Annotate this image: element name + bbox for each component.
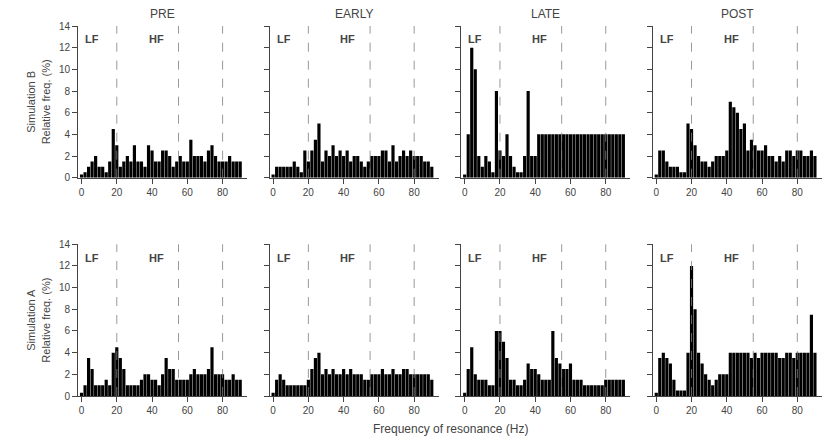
svg-text:20: 20 bbox=[494, 405, 506, 416]
svg-text:LF: LF bbox=[85, 252, 99, 264]
svg-text:40: 40 bbox=[530, 405, 542, 416]
svg-text:0: 0 bbox=[270, 405, 276, 416]
svg-text:10: 10 bbox=[59, 282, 71, 293]
svg-text:0: 0 bbox=[653, 187, 659, 198]
svg-text:POST: POST bbox=[721, 7, 754, 21]
svg-text:14: 14 bbox=[59, 239, 71, 250]
svg-text:80: 80 bbox=[792, 187, 804, 198]
svg-text:LF: LF bbox=[277, 33, 291, 45]
svg-text:LF: LF bbox=[660, 252, 674, 264]
svg-text:HF: HF bbox=[532, 33, 547, 45]
svg-text:80: 80 bbox=[409, 187, 421, 198]
svg-text:20: 20 bbox=[686, 405, 698, 416]
svg-text:40: 40 bbox=[338, 405, 350, 416]
svg-text:80: 80 bbox=[600, 187, 612, 198]
svg-text:HF: HF bbox=[340, 252, 355, 264]
svg-text:LF: LF bbox=[277, 252, 291, 264]
svg-text:HF: HF bbox=[724, 33, 739, 45]
svg-text:60: 60 bbox=[373, 187, 385, 198]
svg-text:40: 40 bbox=[721, 187, 733, 198]
svg-text:60: 60 bbox=[565, 187, 577, 198]
svg-text:LF: LF bbox=[85, 33, 99, 45]
svg-text:LF: LF bbox=[468, 33, 482, 45]
svg-text:0: 0 bbox=[462, 187, 468, 198]
svg-text:0: 0 bbox=[64, 172, 70, 183]
svg-text:0: 0 bbox=[64, 391, 70, 402]
svg-text:20: 20 bbox=[303, 405, 315, 416]
svg-text:0: 0 bbox=[653, 405, 659, 416]
svg-text:PRE: PRE bbox=[150, 7, 175, 21]
svg-text:6: 6 bbox=[64, 325, 70, 336]
svg-text:80: 80 bbox=[409, 405, 421, 416]
svg-text:LF: LF bbox=[660, 33, 674, 45]
svg-text:HF: HF bbox=[724, 252, 739, 264]
svg-text:Simulation ARelative freq. (%): Simulation ARelative freq. (%) bbox=[25, 278, 51, 363]
svg-text:Simulation BRelative freq. (%): Simulation BRelative freq. (%) bbox=[25, 59, 51, 144]
svg-text:EARLY: EARLY bbox=[335, 7, 373, 21]
svg-text:14: 14 bbox=[59, 21, 71, 32]
svg-text:40: 40 bbox=[338, 187, 350, 198]
svg-text:60: 60 bbox=[182, 405, 194, 416]
svg-text:20: 20 bbox=[303, 187, 315, 198]
svg-text:2: 2 bbox=[64, 151, 70, 162]
svg-text:0: 0 bbox=[79, 405, 85, 416]
svg-text:HF: HF bbox=[149, 33, 164, 45]
svg-text:80: 80 bbox=[217, 187, 229, 198]
svg-text:8: 8 bbox=[64, 86, 70, 97]
svg-text:60: 60 bbox=[373, 405, 385, 416]
svg-text:40: 40 bbox=[721, 405, 733, 416]
svg-text:8: 8 bbox=[64, 304, 70, 315]
svg-text:HF: HF bbox=[340, 33, 355, 45]
svg-text:4: 4 bbox=[64, 347, 70, 358]
svg-text:80: 80 bbox=[217, 405, 229, 416]
svg-text:10: 10 bbox=[59, 64, 71, 75]
svg-text:20: 20 bbox=[111, 187, 123, 198]
svg-text:60: 60 bbox=[182, 187, 194, 198]
svg-text:80: 80 bbox=[600, 405, 612, 416]
svg-text:6: 6 bbox=[64, 107, 70, 118]
svg-text:60: 60 bbox=[565, 405, 577, 416]
svg-text:20: 20 bbox=[494, 187, 506, 198]
svg-text:40: 40 bbox=[146, 405, 158, 416]
svg-text:LATE: LATE bbox=[531, 7, 560, 21]
svg-text:2: 2 bbox=[64, 369, 70, 380]
svg-text:20: 20 bbox=[686, 187, 698, 198]
svg-text:4: 4 bbox=[64, 129, 70, 140]
svg-text:0: 0 bbox=[270, 187, 276, 198]
svg-text:20: 20 bbox=[111, 405, 123, 416]
svg-text:40: 40 bbox=[146, 187, 158, 198]
svg-text:HF: HF bbox=[149, 252, 164, 264]
svg-text:0: 0 bbox=[79, 187, 85, 198]
svg-text:80: 80 bbox=[792, 405, 804, 416]
svg-text:60: 60 bbox=[756, 187, 768, 198]
svg-text:0: 0 bbox=[462, 405, 468, 416]
svg-text:60: 60 bbox=[756, 405, 768, 416]
svg-text:Frequency of resonance (Hz): Frequency of resonance (Hz) bbox=[373, 422, 528, 436]
svg-text:LF: LF bbox=[468, 252, 482, 264]
svg-text:12: 12 bbox=[59, 260, 71, 271]
svg-text:40: 40 bbox=[530, 187, 542, 198]
svg-text:HF: HF bbox=[532, 252, 547, 264]
svg-text:12: 12 bbox=[59, 42, 71, 53]
